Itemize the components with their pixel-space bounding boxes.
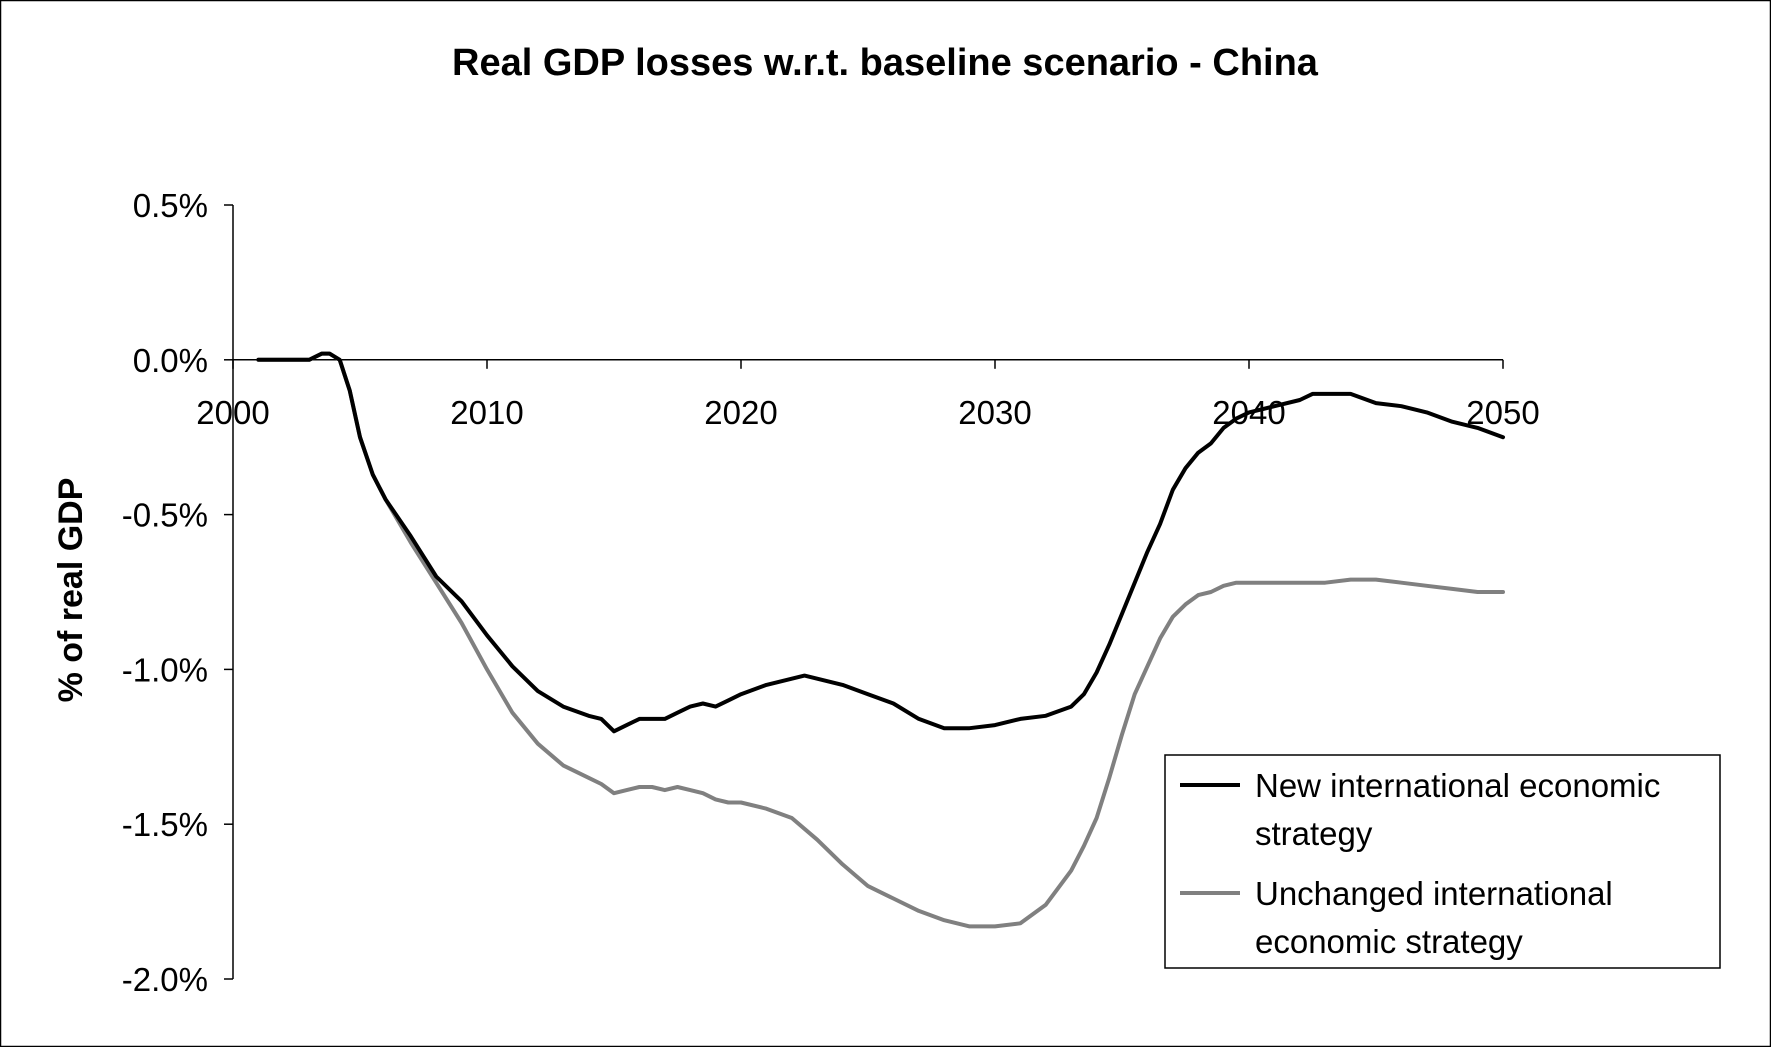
x-tick-label: 2050 xyxy=(1466,394,1539,431)
legend-label: strategy xyxy=(1255,815,1373,852)
legend-label: economic strategy xyxy=(1255,923,1523,960)
y-tick-label: -1.5% xyxy=(122,806,208,843)
x-tick-label: 2000 xyxy=(196,394,269,431)
y-tick-label: 0.0% xyxy=(133,342,208,379)
y-axis-label: % of real GDP xyxy=(52,478,90,703)
y-tick-label: 0.5% xyxy=(133,187,208,224)
legend-label: Unchanged international xyxy=(1255,875,1613,912)
legend: New international economic strategy Unchan… xyxy=(1165,755,1720,968)
x-tick-label: 2010 xyxy=(450,394,523,431)
x-tick-label: 2030 xyxy=(958,394,1031,431)
chart-title: Real GDP losses w.r.t. baseline scenario… xyxy=(452,42,1319,84)
legend-label: New international economic xyxy=(1255,767,1660,804)
y-tick-label: -0.5% xyxy=(122,497,208,534)
y-tick-label: -1.0% xyxy=(122,651,208,688)
y-tick-label: -2.0% xyxy=(122,961,208,998)
x-tick-label: 2020 xyxy=(704,394,777,431)
